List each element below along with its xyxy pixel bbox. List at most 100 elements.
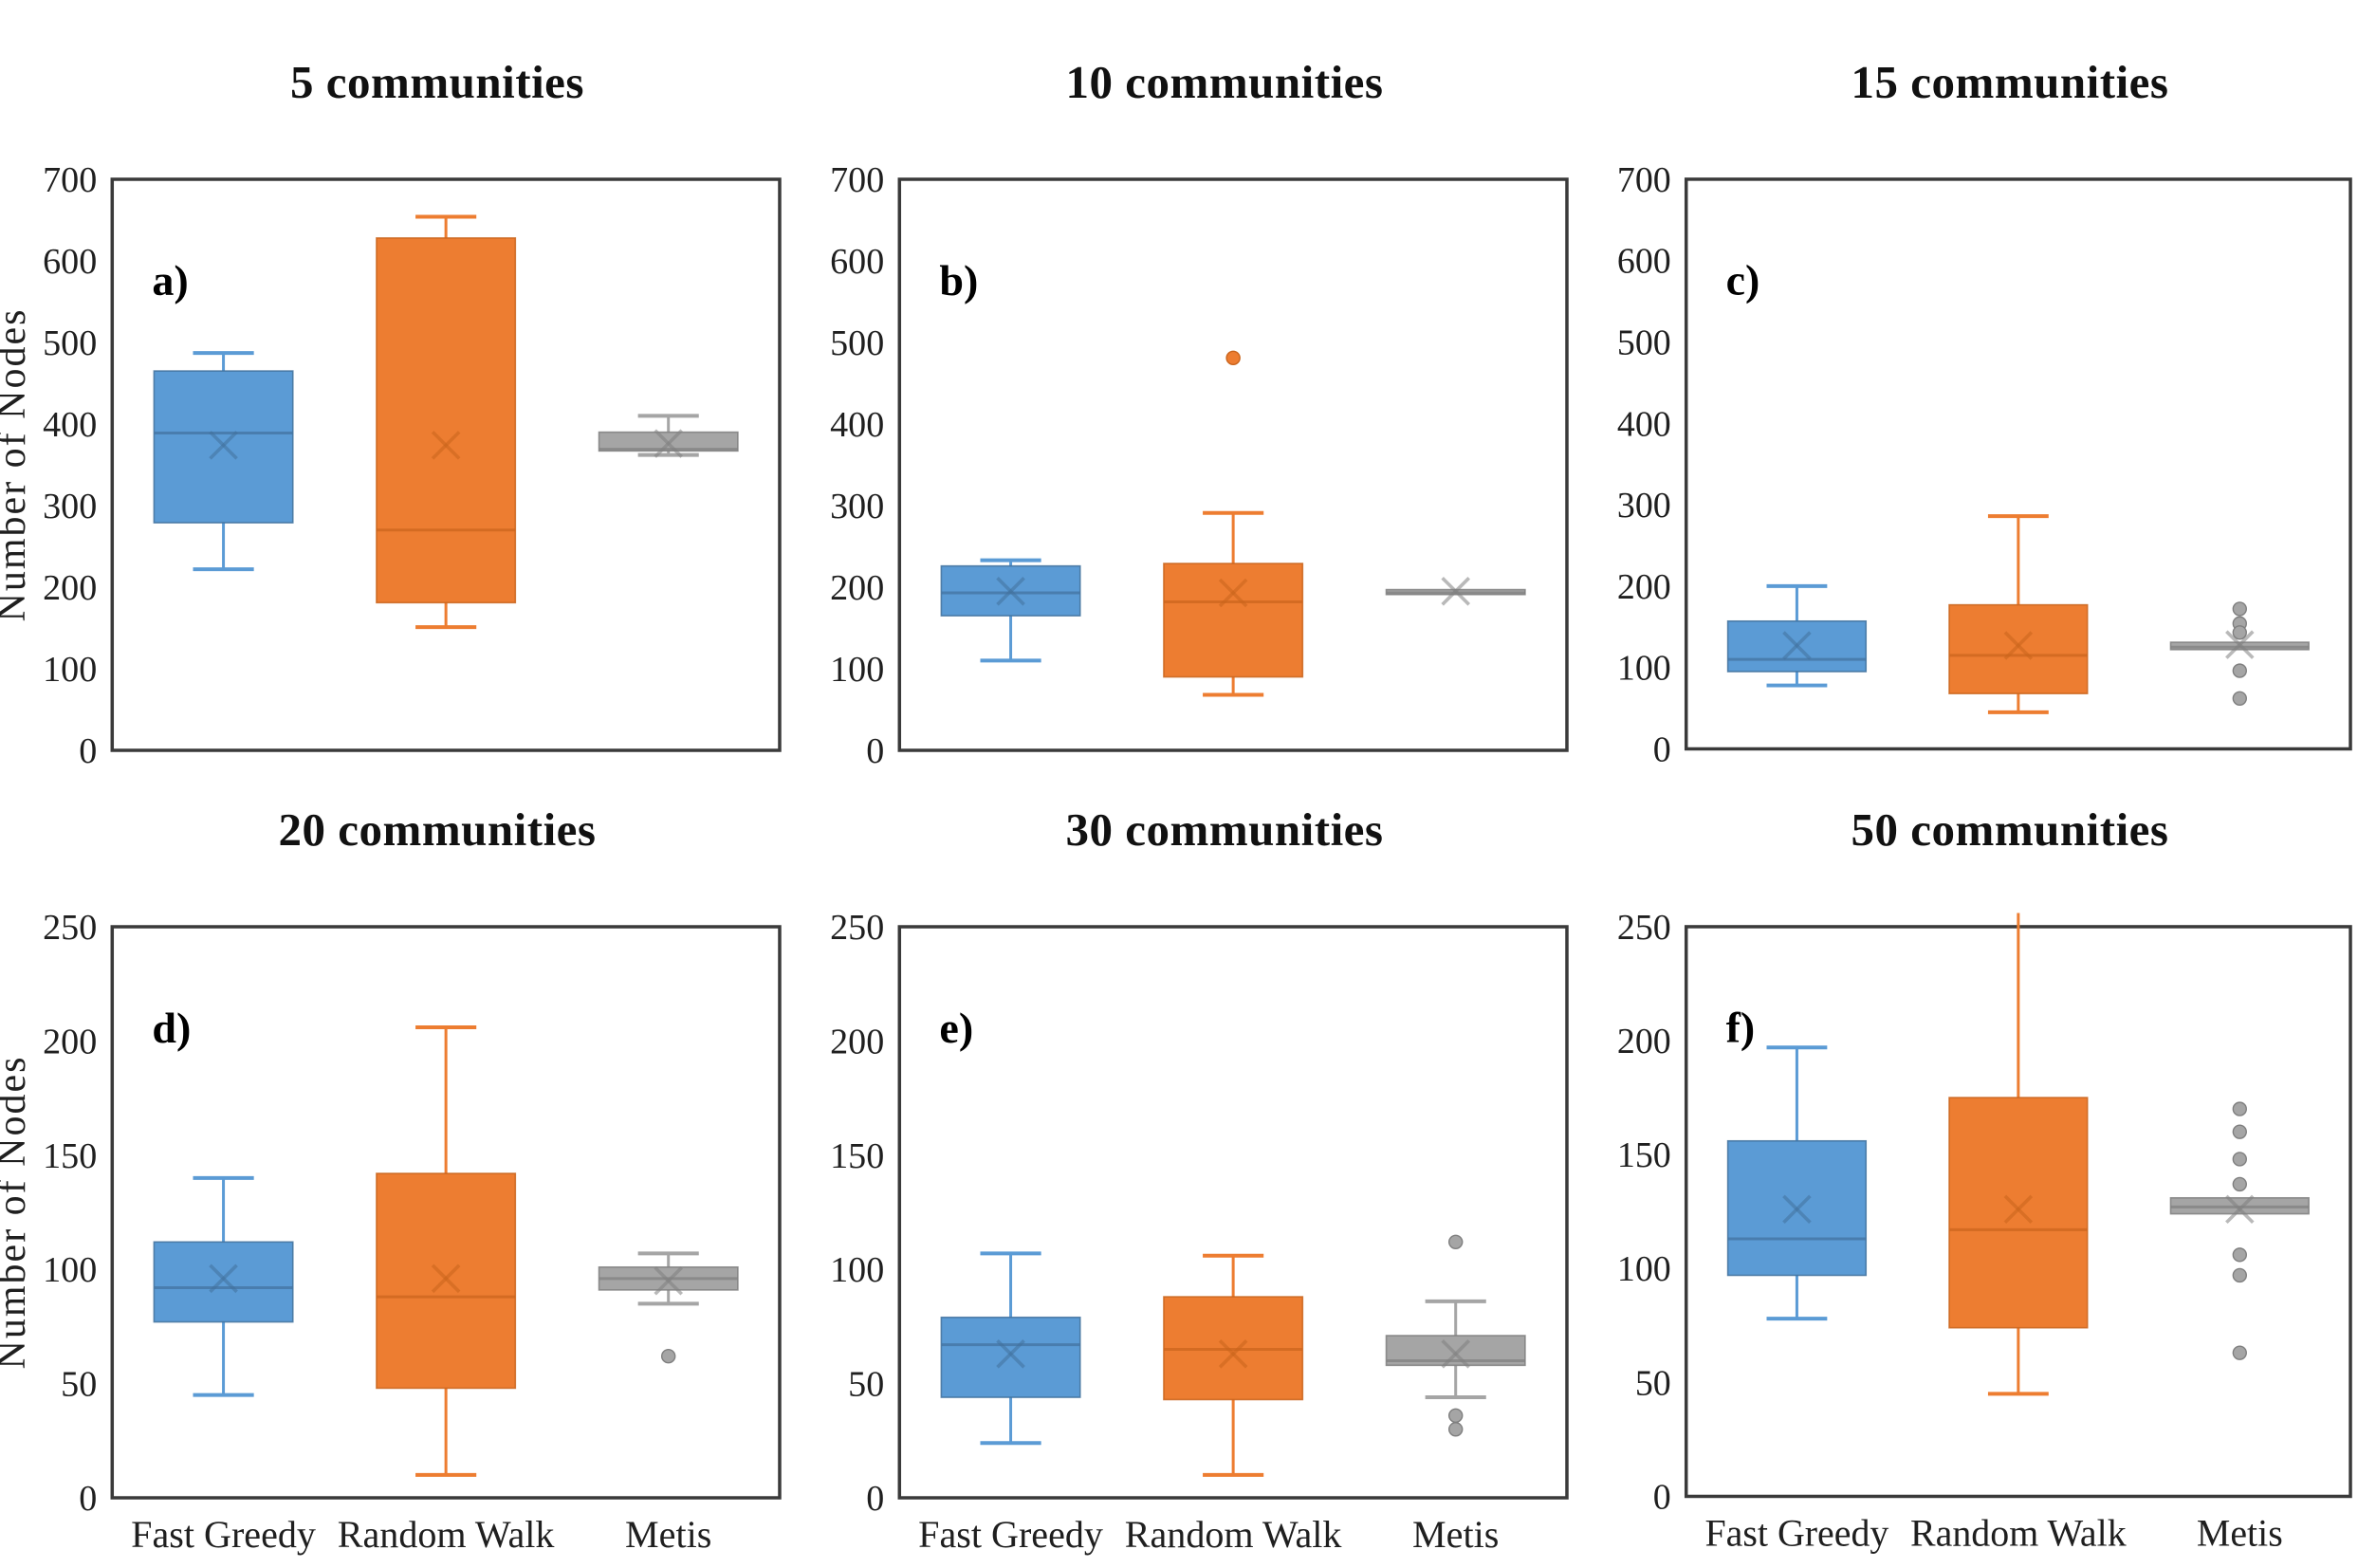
box-metis — [2169, 1101, 2310, 1361]
mean-x-icon — [1441, 577, 1471, 606]
y-axis-title: Number of Nodes — [0, 1056, 34, 1370]
plot-frame — [110, 177, 782, 753]
outlier-dot — [660, 1349, 676, 1364]
ytick-label: 200 — [1617, 567, 1671, 607]
box-random-walk — [1163, 1254, 1304, 1478]
panel-letter: e) — [939, 1004, 973, 1052]
mean-x-icon — [2003, 631, 2034, 661]
ytick-label: 100 — [830, 650, 884, 690]
ytick-label: 100 — [1617, 649, 1671, 689]
outlier-dot — [1447, 1234, 1464, 1250]
ytick-label: 50 — [61, 1365, 97, 1405]
xcat-label: Random Walk — [338, 1513, 556, 1556]
outlier-dot — [2232, 625, 2247, 640]
panel-title: 50 communities — [1851, 802, 2169, 856]
ytick-label: 500 — [1617, 323, 1671, 363]
xcat-label: Fast Greedy — [918, 1513, 1103, 1556]
box-fast-greedy — [1726, 584, 1868, 688]
ytick-label: 500 — [830, 323, 884, 363]
mean-x-icon — [1782, 631, 1812, 661]
ytick-label: 200 — [1617, 1022, 1671, 1061]
outlier-dot — [2232, 1268, 2247, 1283]
boxplot-20-communities: 0 50 100 150 200 250 Number of Nodes d) Fast Gre… — [0, 908, 782, 1556]
box-fast-greedy — [940, 1251, 1081, 1446]
box-random-walk — [1948, 514, 2089, 715]
ytick-label: 250 — [830, 908, 884, 948]
box-fast-greedy — [1726, 1045, 1868, 1321]
ytick-label: 400 — [830, 405, 884, 445]
box-metis — [1385, 1234, 1526, 1437]
ytick-label: 300 — [830, 487, 884, 526]
ytick-label: 100 — [1617, 1250, 1671, 1290]
box-metis — [1385, 577, 1526, 606]
panel-e: 30 communities 0 50 100 150 200 250 e) Fast Gre… — [787, 747, 1575, 1556]
ytick-label: 0 — [79, 731, 97, 771]
outlier-dot — [2232, 601, 2247, 617]
box-fast-greedy — [153, 351, 294, 572]
panel-a: 5 communities 0 100 200 300 400 500 600 700 Numb… — [0, 0, 787, 771]
boxplot-10-communities: 0 100 200 300 400 500 600 700 b) — [830, 160, 1569, 771]
xcat-label: Fast Greedy — [1704, 1512, 1888, 1555]
boxplot-30-communities: 0 50 100 150 200 250 e) Fast Greedy Random Walk M… — [830, 908, 1569, 1556]
outlier-dot — [2232, 691, 2247, 707]
mean-x-icon — [209, 1264, 238, 1294]
outlier-dot — [2232, 1247, 2247, 1263]
outlier-dot — [2232, 1345, 2247, 1361]
mean-x-icon — [209, 431, 238, 460]
y-axis-title: Number of Nodes — [0, 308, 34, 622]
panel-title: 15 communities — [1851, 55, 2169, 108]
iqr-box — [376, 237, 517, 604]
iqr-box — [1948, 604, 2089, 695]
ytick-label: 600 — [1617, 242, 1671, 282]
mean-x-icon — [654, 1266, 684, 1296]
box-random-walk — [1948, 913, 2089, 1396]
panel-letter: d) — [152, 1004, 191, 1052]
box-metis — [598, 1251, 739, 1364]
panel-letter: f) — [1726, 1004, 1756, 1052]
plot-frame — [897, 177, 1569, 753]
ytick-label: 500 — [43, 323, 97, 363]
ytick-label: 600 — [43, 242, 97, 282]
ytick-label: 700 — [830, 160, 884, 200]
iqr-box — [1948, 1097, 2089, 1329]
ytick-label: 50 — [848, 1365, 884, 1405]
panel-title: 30 communities — [1065, 802, 1384, 856]
ytick-label: 0 — [866, 1479, 884, 1519]
mean-x-icon — [2225, 1194, 2255, 1225]
mean-x-icon — [1441, 1339, 1471, 1369]
mean-x-icon — [2003, 1194, 2034, 1225]
ytick-label: 0 — [79, 1479, 97, 1519]
panel-b: 10 communities 0 100 200 300 400 500 600 700 b) — [787, 0, 1575, 771]
plot-frame — [1684, 177, 2352, 751]
box-metis — [598, 414, 739, 459]
iqr-box — [1726, 620, 1868, 673]
mean-x-icon — [431, 431, 461, 460]
ytick-label: 100 — [830, 1251, 884, 1291]
ytick-label: 0 — [1653, 1478, 1671, 1518]
panel-letter: b) — [939, 256, 978, 304]
boxplot-15-communities: 0 100 200 300 400 500 600 700 c) — [1617, 160, 2352, 770]
xcat-label: Random Walk — [1125, 1513, 1343, 1556]
mean-x-icon — [654, 429, 684, 459]
ytick-label: 700 — [43, 160, 97, 200]
ytick-label: 0 — [1653, 730, 1671, 770]
panel-c: 15 communities 0 100 200 300 400 500 600 700 c) — [1575, 0, 2358, 770]
ytick-label: 200 — [830, 1023, 884, 1062]
ytick-label: 700 — [1617, 160, 1671, 200]
ytick-label: 100 — [43, 1251, 97, 1291]
panel-title: 5 communities — [290, 55, 584, 108]
panel-title: 10 communities — [1065, 55, 1384, 108]
box-metis — [2169, 601, 2310, 707]
xcat-label: Metis — [1412, 1513, 1499, 1556]
mean-x-icon — [2225, 630, 2255, 660]
outlier-dot — [2232, 1152, 2247, 1167]
box-random-walk — [376, 1025, 517, 1478]
boxplot-5-communities: 0 100 200 300 400 500 600 700 Number of Nodes a) — [0, 160, 782, 771]
ytick-label: 50 — [1635, 1364, 1671, 1404]
iqr-box — [153, 1241, 294, 1323]
ytick-label: 600 — [830, 242, 884, 282]
ytick-label: 250 — [43, 908, 97, 948]
ytick-label: 200 — [43, 568, 97, 608]
box-fast-greedy — [153, 1176, 294, 1397]
